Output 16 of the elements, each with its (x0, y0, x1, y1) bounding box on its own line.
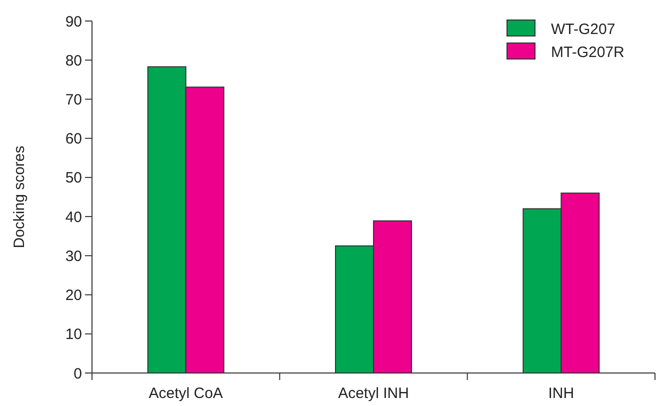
y-tick-label: 50 (65, 170, 82, 187)
y-tick-label: 60 (65, 130, 82, 148)
y-tick-label: 40 (65, 208, 82, 226)
y-tick-label: 20 (65, 287, 82, 304)
y-tick-label: 70 (65, 91, 82, 108)
y-tick-label: 30 (65, 248, 82, 265)
y-tick-label: 80 (65, 52, 82, 70)
x-tick-label: Acetyl INH (338, 385, 409, 402)
legend-label: WT-G207 (551, 21, 616, 38)
legend-label: MT-G207R (551, 44, 625, 61)
x-tick-label: Acetyl CoA (148, 385, 223, 402)
y-tick-label: 10 (65, 326, 82, 344)
y-tick-label: 0 (74, 365, 82, 382)
x-tick-label: INH (548, 385, 574, 402)
y-axis-title: Docking scores (11, 146, 28, 248)
y-tick-label: 90 (65, 13, 82, 30)
